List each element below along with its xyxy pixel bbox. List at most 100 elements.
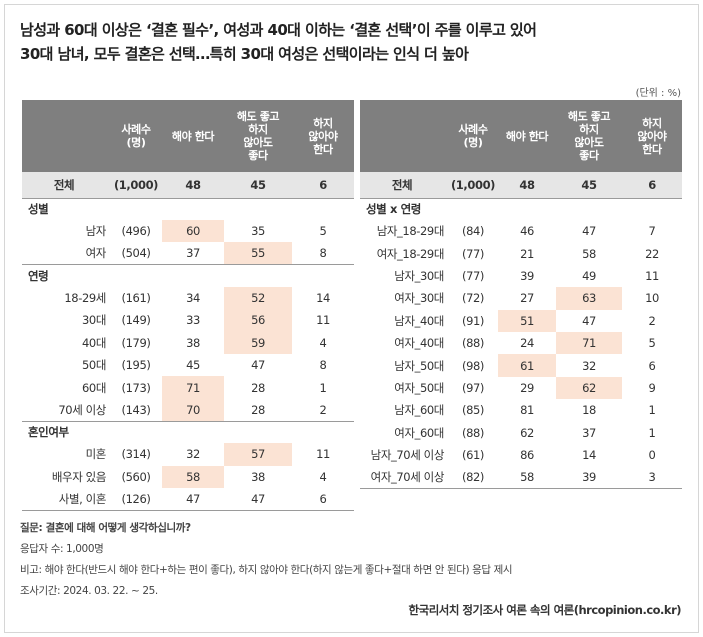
row-label: 30대 (81, 313, 106, 328)
row-value: 51 (498, 309, 556, 332)
row-value: 37 (162, 242, 224, 266)
row-value: 0 (648, 448, 656, 463)
row-sample-size: (84) (461, 224, 484, 239)
row-label: 여자_40대 (394, 336, 444, 351)
row-sample-size: (91) (461, 313, 484, 328)
row-value: 27 (520, 291, 534, 306)
row-value: 4 (319, 469, 327, 484)
left-header-mustnot: 하지 않아야 한다 (292, 100, 354, 172)
note-remark: 비고: 해야 한다(반드시 해야 한다+하는 편이 좋다), 하지 않아야 한다… (20, 564, 513, 576)
note-question: 질문: 결혼에 대해 어떻게 생각하십니까? (20, 522, 191, 534)
table-row: 남자_60대 (85) 81 18 1 (360, 399, 682, 421)
row-sample-size: (314) (121, 447, 151, 462)
right-header-must: 해야 한다 (498, 100, 556, 172)
row-sample-size: (179) (121, 335, 151, 350)
table-row: 여자_50대 (97) 29 62 9 (360, 376, 682, 400)
table-row: 여자_60대 (88) 62 37 1 (360, 422, 682, 444)
row-value: 38 (186, 335, 200, 350)
row-sample-size: (77) (461, 268, 484, 283)
row-value: 21 (520, 246, 534, 261)
row-label: 배우자 있음 (51, 469, 107, 484)
total-row: 전체 (1,000) 48 45 6 (360, 172, 682, 199)
row-value: 61 (498, 354, 556, 377)
header-line: 않아야 (308, 129, 338, 143)
row-value: 60 (162, 220, 224, 243)
right-header-either: 해도 좋고 하지 않아도 좋다 (556, 100, 622, 172)
row-value: 35 (251, 224, 265, 239)
row-value: 5 (319, 224, 327, 239)
table-row: 남자 (496) 60 35 5 (22, 220, 354, 243)
table-row: 남자_50대 (98) 61 32 6 (360, 354, 682, 377)
row-value: 47 (251, 358, 265, 373)
notes: 질문: 결혼에 대해 어떻게 생각하십니까? 응답자 수: 1,000명 비고:… (20, 518, 513, 602)
row-value: 5 (648, 336, 656, 351)
row-value: 11 (316, 313, 330, 328)
row-value: 63 (556, 287, 622, 310)
row-value: 47 (582, 313, 596, 328)
row-sample-size: (560) (121, 469, 151, 484)
header-line: 해야 한다 (505, 129, 549, 143)
total-value: 48 (498, 172, 556, 199)
row-value: 6 (648, 358, 656, 373)
header-line: 해야 한다 (171, 129, 215, 143)
row-value: 38 (251, 469, 265, 484)
group-title: 성별 (28, 202, 49, 217)
header-line: 한다 (313, 142, 333, 156)
table-row: 남자_40대 (91) 51 47 2 (360, 309, 682, 332)
row-value: 14 (582, 448, 596, 463)
row-value: 9 (648, 380, 656, 395)
table-row: 18-29세 (161) 34 52 14 (22, 286, 354, 310)
row-value: 32 (186, 447, 200, 462)
row-label: 남자_60대 (394, 403, 444, 418)
row-value: 47 (582, 224, 596, 239)
table-row: 40대 (179) 38 59 4 (22, 331, 354, 354)
total-value: 45 (556, 172, 622, 199)
header-line: 해도 좋고 (567, 110, 611, 123)
header-line: (명) (126, 136, 146, 149)
row-value: 45 (186, 358, 200, 373)
group-title-row: 성별 x 연령 (360, 198, 682, 220)
row-sample-size: (504) (110, 242, 162, 266)
header-line: 한다 (642, 142, 662, 156)
total-row: 전체 (1,000) 48 45 6 (22, 172, 354, 199)
row-value: 47 (162, 487, 224, 511)
row-label: 여자_70세 이상 (360, 466, 448, 490)
row-sample-size: (496) (121, 224, 151, 239)
total-value: 6 (622, 172, 682, 199)
left-table: 사례수 (명) 해야 한다 해도 좋고 하지 않아도 좋다 하지 않아야 한다 전체 (1,0… (22, 100, 354, 511)
row-value: 57 (224, 443, 292, 466)
row-value: 52 (224, 286, 292, 310)
header-line: 하지 (579, 123, 599, 136)
row-value: 28 (224, 398, 292, 422)
table-row: 30대 (149) 33 56 11 (22, 309, 354, 332)
note-respondents: 응답자 수: 1,000명 (20, 543, 104, 555)
row-label: 여자_18-29대 (376, 246, 445, 261)
header-line: 사례수 (458, 123, 488, 136)
row-label: 50대 (81, 358, 106, 373)
row-value: 4 (319, 335, 327, 350)
row-label: 70세 이상 (22, 398, 110, 422)
table-row: 여자_40대 (88) 24 71 5 (360, 331, 682, 355)
row-value: 70 (162, 398, 224, 422)
header-line: 않아도 (574, 136, 604, 149)
row-value: 71 (556, 331, 622, 355)
row-label: 40대 (81, 335, 106, 350)
header-line: 좋다 (248, 149, 268, 162)
row-label: 60대 (81, 380, 106, 395)
row-value: 24 (520, 336, 534, 351)
row-sample-size: (195) (121, 358, 151, 373)
row-value: 58 (162, 465, 224, 488)
row-value: 59 (224, 331, 292, 354)
row-label: 여자_60대 (394, 425, 444, 440)
row-sample-size: (61) (461, 448, 484, 463)
row-sample-size: (77) (461, 246, 484, 261)
table-row: 여자_70세 이상 (82) 58 39 3 (360, 466, 682, 490)
total-value: 6 (292, 172, 354, 199)
row-label: 남자_40대 (394, 313, 444, 328)
row-label: 미혼 (85, 447, 107, 462)
row-sample-size: (88) (461, 336, 484, 351)
header-line: 않아도 (243, 136, 273, 149)
unit-label: (단위 : %) (635, 88, 681, 99)
row-value: 86 (520, 448, 534, 463)
table-row: 60대 (173) 71 28 1 (22, 376, 354, 399)
